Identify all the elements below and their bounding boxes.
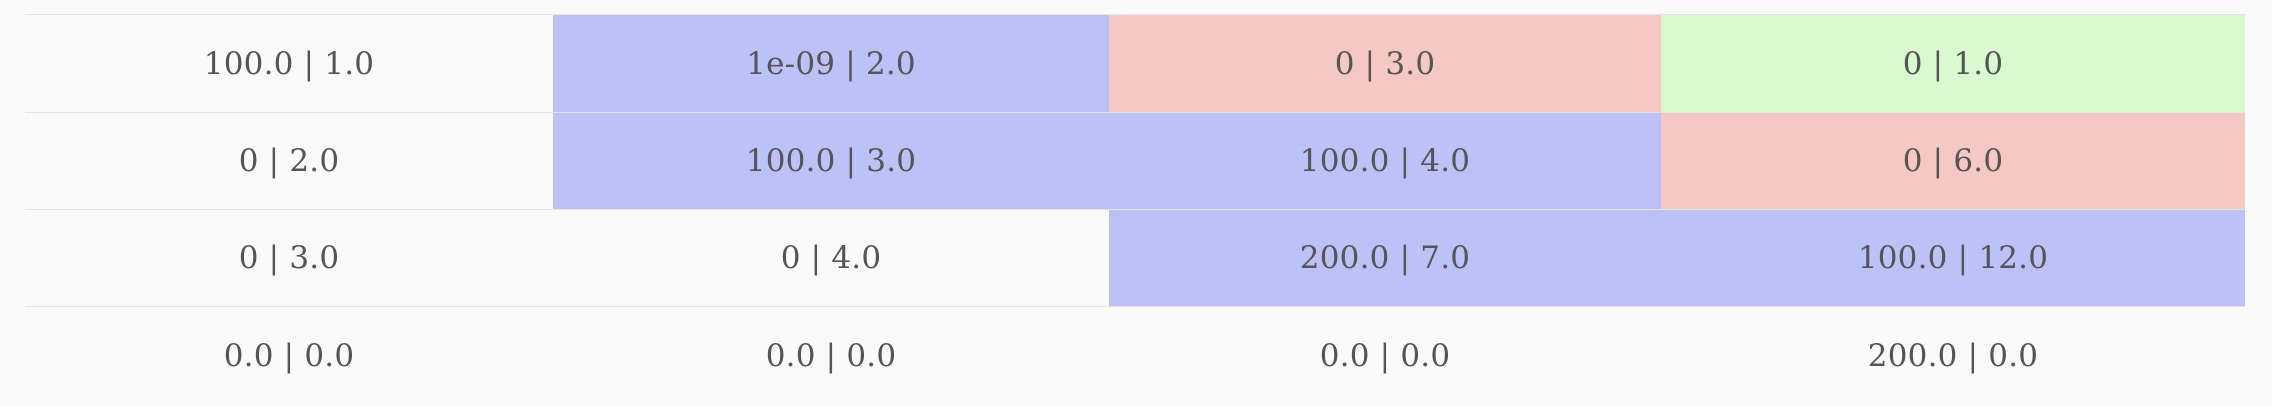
grid-cell: 200.0 | 7.0: [1109, 209, 1661, 307]
grid-cell: 0.0 | 0.0: [1109, 306, 1661, 405]
grid-cell: 200.0 | 0.0: [1661, 306, 2245, 405]
grid-cell: 100.0 | 3.0: [553, 112, 1109, 210]
table-row: 0.0 | 0.0 0.0 | 0.0 0.0 | 0.0 200.0 | 0.…: [25, 306, 2245, 405]
table-row: 0 | 3.0 0 | 4.0 200.0 | 7.0 100.0 | 12.0: [25, 209, 2245, 307]
grid-cell: 0 | 3.0: [1109, 14, 1661, 113]
value-table: 100.0 | 1.0 1e-09 | 2.0 0 | 3.0 0 | 1.0 …: [25, 14, 2245, 405]
grid-cell: 0.0 | 0.0: [553, 306, 1109, 405]
grid-cell: 100.0 | 4.0: [1109, 112, 1661, 210]
grid-cell: 0 | 4.0: [553, 209, 1109, 307]
grid-cell: 0 | 6.0: [1661, 112, 2245, 210]
table-row: 0 | 2.0 100.0 | 3.0 100.0 | 4.0 0 | 6.0: [25, 112, 2245, 210]
grid-cell: 0 | 3.0: [25, 209, 553, 307]
value-grid: 100.0 | 1.0 1e-09 | 2.0 0 | 3.0 0 | 1.0 …: [25, 14, 2245, 405]
grid-cell: 0.0 | 0.0: [25, 306, 553, 405]
grid-cell: 100.0 | 12.0: [1661, 209, 2245, 307]
grid-cell: 0 | 2.0: [25, 112, 553, 210]
grid-cell: 0 | 1.0: [1661, 14, 2245, 113]
grid-cell: 1e-09 | 2.0: [553, 14, 1109, 113]
grid-cell: 100.0 | 1.0: [25, 14, 553, 113]
table-row: 100.0 | 1.0 1e-09 | 2.0 0 | 3.0 0 | 1.0: [25, 14, 2245, 113]
